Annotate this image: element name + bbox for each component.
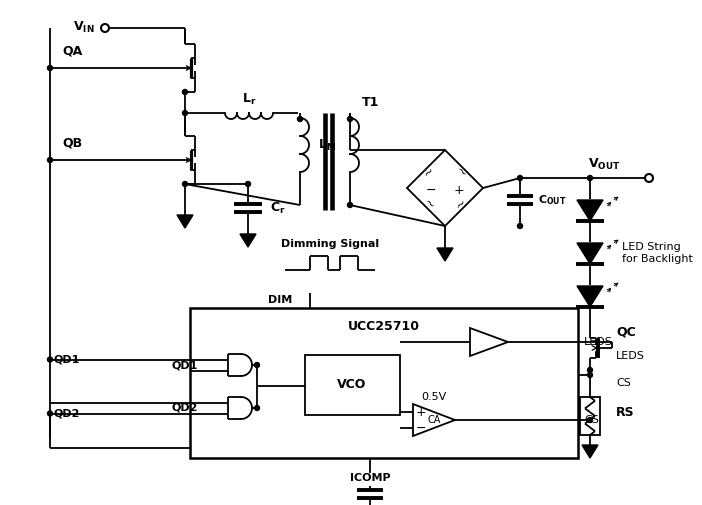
Circle shape — [517, 176, 522, 180]
Text: −: − — [416, 422, 426, 434]
Text: +: + — [416, 406, 426, 419]
Text: RS: RS — [616, 407, 635, 420]
Polygon shape — [437, 248, 453, 261]
Polygon shape — [577, 243, 603, 264]
Text: $\mathbf{V_{OUT}}$: $\mathbf{V_{OUT}}$ — [588, 157, 620, 172]
Text: Dimming Signal: Dimming Signal — [281, 239, 379, 249]
Text: $\mathbf{V_{IN}}$: $\mathbf{V_{IN}}$ — [73, 20, 95, 34]
Circle shape — [246, 181, 251, 186]
Circle shape — [517, 224, 522, 228]
Polygon shape — [582, 445, 598, 458]
Circle shape — [48, 66, 53, 71]
Text: −: − — [425, 183, 436, 196]
Circle shape — [347, 203, 352, 208]
Text: QD2: QD2 — [171, 403, 198, 413]
Text: VCO: VCO — [338, 379, 366, 391]
Bar — [190, 308, 578, 458]
Text: QB: QB — [62, 136, 82, 149]
Circle shape — [48, 411, 53, 416]
Polygon shape — [577, 200, 603, 221]
Text: QA: QA — [62, 44, 82, 58]
Polygon shape — [177, 215, 193, 228]
Text: CA: CA — [428, 415, 441, 425]
Circle shape — [255, 406, 260, 411]
Circle shape — [48, 158, 53, 163]
Text: QD2: QD2 — [54, 409, 80, 419]
Text: DIM: DIM — [267, 295, 292, 305]
Text: T1: T1 — [362, 96, 379, 110]
Circle shape — [588, 418, 592, 423]
Text: QD1: QD1 — [171, 360, 198, 370]
Text: QC: QC — [616, 326, 636, 338]
Text: $\mathbf{C_r}$: $\mathbf{C_r}$ — [270, 200, 286, 216]
Text: 0.5V: 0.5V — [421, 392, 446, 402]
Text: LEDS: LEDS — [584, 337, 613, 347]
Text: $\mathbf{C_{OUT}}$: $\mathbf{C_{OUT}}$ — [538, 193, 567, 207]
Text: CS: CS — [616, 378, 631, 388]
Circle shape — [183, 181, 187, 186]
Polygon shape — [577, 286, 603, 307]
Circle shape — [48, 357, 53, 362]
Text: LED String
for Backlight: LED String for Backlight — [622, 242, 693, 264]
Text: +: + — [453, 183, 464, 196]
Circle shape — [298, 117, 303, 122]
Text: CS: CS — [584, 415, 599, 425]
Text: ~: ~ — [453, 164, 470, 180]
Text: LEDS: LEDS — [616, 351, 645, 361]
Text: QD1: QD1 — [54, 355, 80, 365]
Text: $\mathbf{L_M}$: $\mathbf{L_M}$ — [318, 137, 336, 153]
Text: UCC25710: UCC25710 — [348, 320, 420, 332]
Circle shape — [255, 363, 260, 368]
Circle shape — [183, 89, 187, 94]
Circle shape — [347, 117, 352, 122]
Text: $\mathbf{L_r}$: $\mathbf{L_r}$ — [241, 91, 256, 107]
Text: ~: ~ — [453, 196, 470, 212]
Circle shape — [588, 368, 592, 373]
Circle shape — [588, 373, 592, 378]
Text: ~: ~ — [420, 196, 437, 212]
Bar — [580, 397, 600, 435]
Circle shape — [183, 111, 187, 116]
Text: ~: ~ — [420, 164, 437, 180]
Polygon shape — [240, 234, 256, 247]
Circle shape — [588, 176, 592, 180]
Bar — [305, 355, 400, 415]
Text: ICOMP: ICOMP — [350, 473, 390, 483]
